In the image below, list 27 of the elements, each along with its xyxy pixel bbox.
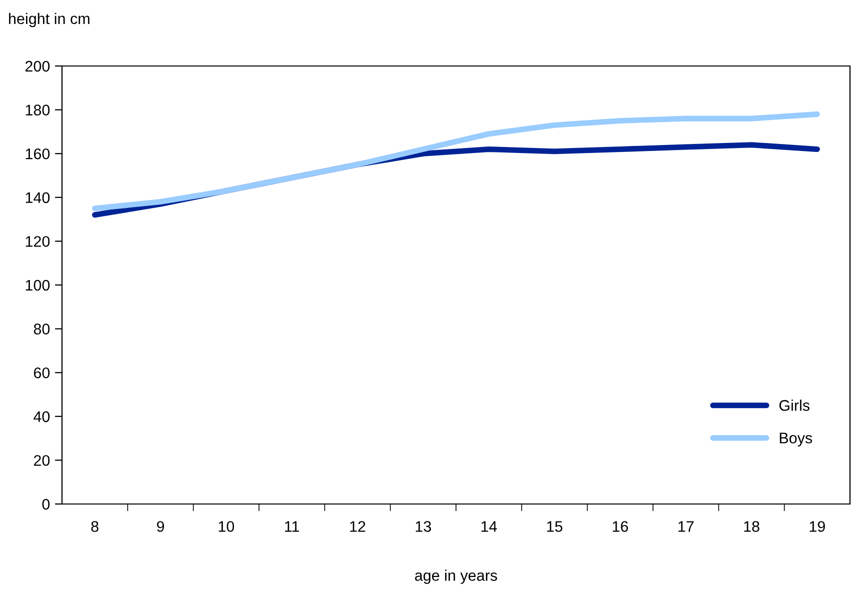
x-tick-label: 17 [678, 521, 694, 532]
x-tick-label: 16 [612, 521, 628, 532]
y-tick-label: 100 [26, 280, 50, 291]
x-axis-title: age in years [415, 570, 498, 584]
y-tick-label: 0 [42, 498, 50, 510]
y-tick-label: 180 [26, 104, 50, 116]
x-tick-label: 10 [218, 521, 234, 532]
y-tick-label: 60 [34, 367, 50, 378]
legend-label: Boys [780, 432, 812, 446]
x-tick-label: 11 [285, 521, 300, 532]
x-tick-label: 9 [156, 521, 164, 532]
x-tick-label: 15 [547, 521, 562, 532]
x-tick-label: 18 [744, 521, 760, 532]
y-tick-label: 40 [34, 411, 50, 422]
y-tick-label: 80 [34, 324, 50, 334]
x-tick-label: 12 [350, 521, 366, 532]
y-tick-label: 120 [26, 236, 50, 247]
x-tick-label: 8 [91, 521, 98, 532]
y-tick-label: 20 [34, 455, 50, 466]
x-tick-label: 13 [416, 521, 431, 532]
y-tick-label: 160 [26, 148, 50, 160]
y-tick-label: 200 [25, 60, 50, 72]
x-tick-label: 14 [482, 521, 497, 532]
legend-label: Girls [779, 400, 810, 411]
y-tick-label: 140 [26, 192, 50, 204]
x-tick-label: 19 [810, 521, 825, 532]
y-axis-title: height in cm [9, 12, 90, 28]
